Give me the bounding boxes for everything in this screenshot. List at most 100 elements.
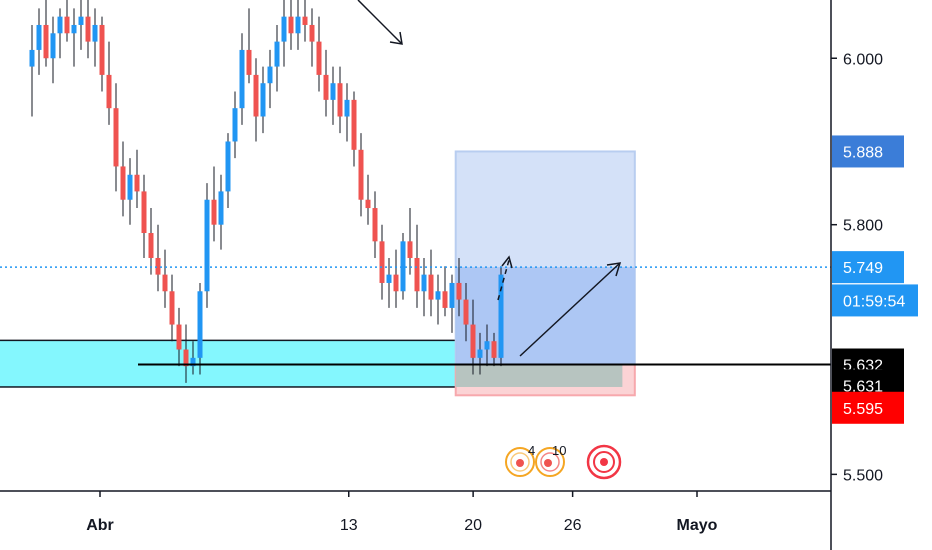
candle-body [162,274,168,292]
time-tick-label: 20 [464,517,482,534]
price-badge-bg [832,135,904,168]
candle-body [29,49,35,67]
candle [456,257,462,317]
candle-body [246,49,252,75]
candle-body [456,282,462,300]
time-axis[interactable]: Abr 13 20 26 Mayo [86,491,718,534]
candle-body [309,24,315,42]
event-marker-dividend[interactable]: 10 [535,443,566,477]
candle [169,274,175,342]
price-badge-label: 5.888 [843,144,883,161]
candle-body [470,324,476,358]
price-badge-bg [832,391,904,424]
candle [85,0,91,59]
candle [57,8,63,59]
candle-body [197,291,203,358]
candle-body [435,291,441,300]
candle-body [218,191,224,225]
long-position-zone-overlap [455,364,623,387]
event-marker-split[interactable] [586,444,622,480]
candle-body [372,208,378,242]
price-badge: 5.888 [832,135,904,168]
candle [295,0,301,50]
price-badge-bg [832,284,918,317]
candle [260,66,266,134]
candle [113,83,119,192]
candle-body [400,241,406,292]
candle-body [407,241,413,258]
candle-body [267,66,273,84]
candle [50,16,56,84]
candle-body [113,108,119,167]
candle-body [428,274,434,300]
candle [330,66,336,125]
candle [99,16,105,92]
candle-body [365,199,371,209]
time-tick-label: Mayo [677,517,718,534]
price-tick-label: 5.500 [843,467,883,484]
candle [477,332,483,375]
candle-body [302,16,308,25]
candle [491,332,497,367]
candle-body [43,24,49,59]
candle-body [498,274,504,358]
price-tick-label: 5.800 [843,218,883,235]
candle [204,183,210,308]
candle-body [449,282,455,308]
time-tick-label: Abr [86,517,114,534]
candle [106,41,112,125]
candle-body [260,83,266,117]
candle-body [351,99,357,150]
price-badge-label: 5.595 [843,401,883,418]
candle [372,191,378,258]
candle [428,249,434,317]
candle [64,0,70,42]
candle-body [386,274,392,283]
price-badge: 5.749 [832,251,904,284]
projection-dashed-arrow[interactable] [497,255,513,301]
candle [211,166,217,242]
candle [316,16,322,92]
candle [421,257,427,317]
candle [127,158,133,225]
candle-body [344,99,350,117]
event-markers[interactable]: 4 10 [505,443,622,480]
candle-body [323,74,329,100]
down-trend-arrow[interactable] [357,0,403,45]
candle-body [64,16,70,34]
candle-body [288,16,294,34]
candle-body [141,191,147,234]
candle-body [85,16,91,42]
candle-body [106,74,112,109]
candle-body [295,16,301,34]
candle [288,0,294,50]
candle [358,133,364,217]
candle [344,83,350,142]
price-badge-bg [832,251,904,284]
event-marker-earnings[interactable]: 4 [505,443,535,477]
candle-body [414,257,420,292]
candle [463,282,469,342]
candle [484,324,490,367]
candle [414,224,420,308]
candle [281,0,287,67]
candle-body [393,274,399,292]
price-badge: 5.595 [832,391,904,424]
candle-body [78,16,84,25]
candle [379,224,385,300]
long-position-profit-fill [455,267,635,365]
candle [43,0,49,67]
price-axis[interactable]: 6.000 5.800 5.500 [831,51,883,484]
candle [498,266,504,367]
candle-body [477,349,483,358]
candle-body [183,349,189,367]
candle-body [274,41,280,67]
candle-body [421,274,427,292]
up-trend-arrow[interactable] [519,262,622,357]
candle-body [176,324,182,350]
candle-body [442,291,448,308]
candle-body [484,341,490,350]
event-marker-label: 10 [552,443,566,458]
candle [400,233,406,300]
